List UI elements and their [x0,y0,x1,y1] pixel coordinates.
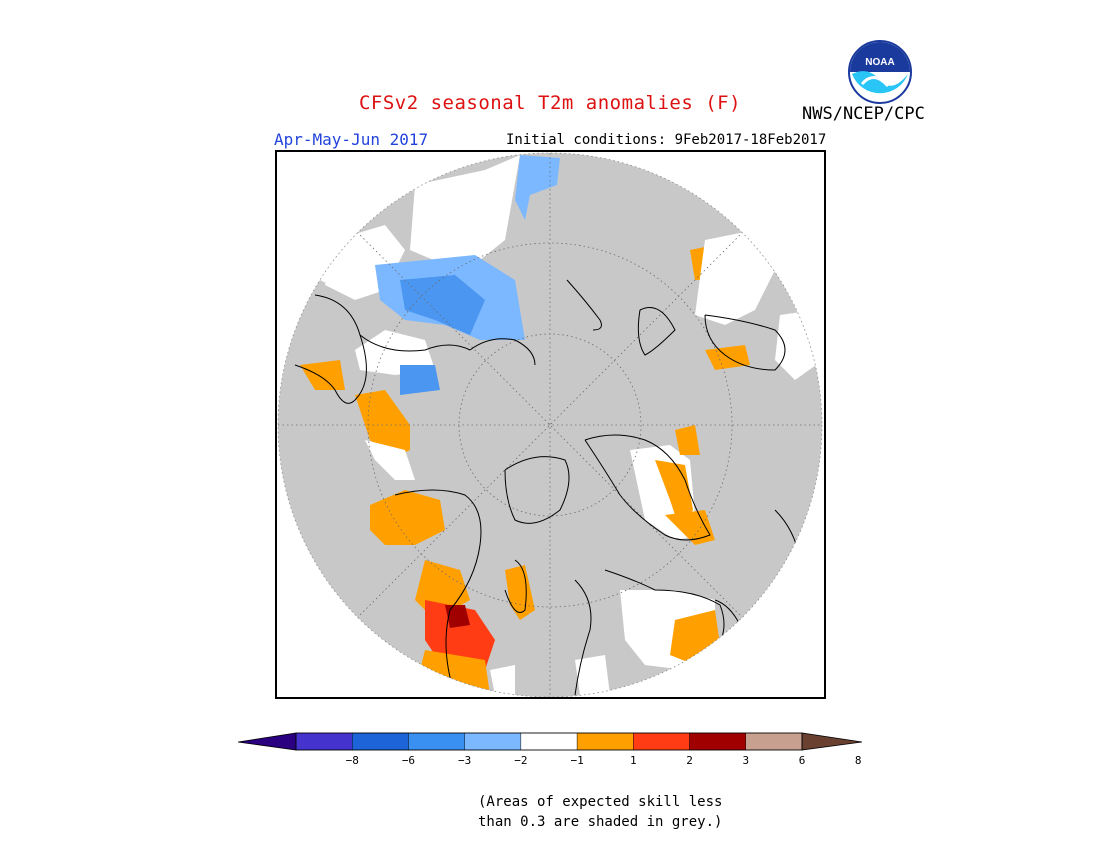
legend-bin [633,732,690,751]
legend-bin [745,732,803,751]
legend-bin [408,732,465,751]
legend-tick-label: 8 [854,754,862,767]
north-america-anomalies [370,490,610,695]
color-legend [238,732,862,751]
legend-tick-label: −8 [345,754,359,767]
legend-arrow-high [801,732,862,751]
map-frame [275,150,826,699]
legend-tick-label: 1 [630,754,637,767]
noaa-logo: NOAA [848,40,912,104]
legend-bin [576,732,634,751]
legend-tick-label: −3 [458,754,472,767]
legend-tick-label: 6 [798,754,806,767]
graticule [278,153,822,697]
legend-tick-label: −6 [401,754,416,767]
legend-tick-label: 2 [686,754,693,767]
footnote: (Areas of expected skill less than 0.3 a… [478,792,722,832]
legend-arrow-low [238,732,297,751]
agency-label: NWS/NCEP/CPC [802,104,925,124]
footnote-line1: (Areas of expected skill less [478,794,723,810]
noaa-logo-text: NOAA [865,57,894,68]
legend-bin [520,732,578,751]
legend-tick-label: −1 [570,754,584,767]
chart-title: CFSv2 seasonal T2m anomalies (F) [358,92,742,114]
legend-tick-label: 3 [742,754,750,767]
footnote-line2: than 0.3 are shaded in grey.) [478,814,723,830]
map-outer-circle [277,152,823,698]
legend-bin [689,732,746,751]
polar-map [275,150,826,699]
season-label: Apr-May-Jun 2017 [274,130,429,149]
initial-conditions: Initial conditions: 9Feb2017-18Feb2017 [506,132,827,148]
legend-bin [464,732,522,751]
asia-southeast-anomalies [620,590,720,670]
legend-bin [295,732,353,751]
greenland-anomalies [630,445,715,545]
legend-tick-label: −2 [514,754,528,767]
coastlines [294,279,801,696]
legend-bin [352,732,409,751]
